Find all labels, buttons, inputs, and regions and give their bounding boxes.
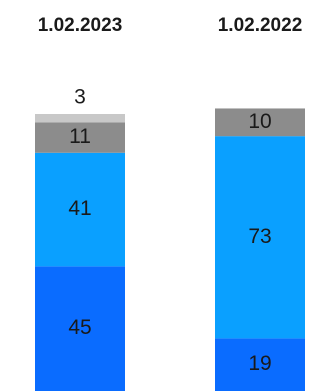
bar-segment-c1-s1 xyxy=(35,266,125,391)
category-label-2: 1.02.2022 xyxy=(218,15,303,36)
bar-segment-c1-s3 xyxy=(35,122,125,153)
value-label-c1-s2: 41 xyxy=(68,197,91,220)
plot-area: 1.02.2023 45 41 11 3 1.02.2022 19 73 10 xyxy=(35,15,305,391)
bar-segment-c1-s4 xyxy=(35,114,125,123)
bar-segment-c2-s2 xyxy=(215,136,305,339)
bar-segment-c2-s3 xyxy=(215,108,305,137)
value-label-c2-s2: 73 xyxy=(248,225,271,248)
value-label-c1-s4: 3 xyxy=(74,86,86,109)
value-label-c2-s3: 10 xyxy=(248,110,271,133)
value-label-c2-s1: 19 xyxy=(248,352,271,375)
value-label-c1-s1: 45 xyxy=(68,316,91,339)
category-label-1: 1.02.2023 xyxy=(38,15,123,36)
bar-segment-c2-s1 xyxy=(215,338,305,391)
bar-segment-c1-s2 xyxy=(35,152,125,267)
value-label-c1-s3: 11 xyxy=(69,125,91,148)
